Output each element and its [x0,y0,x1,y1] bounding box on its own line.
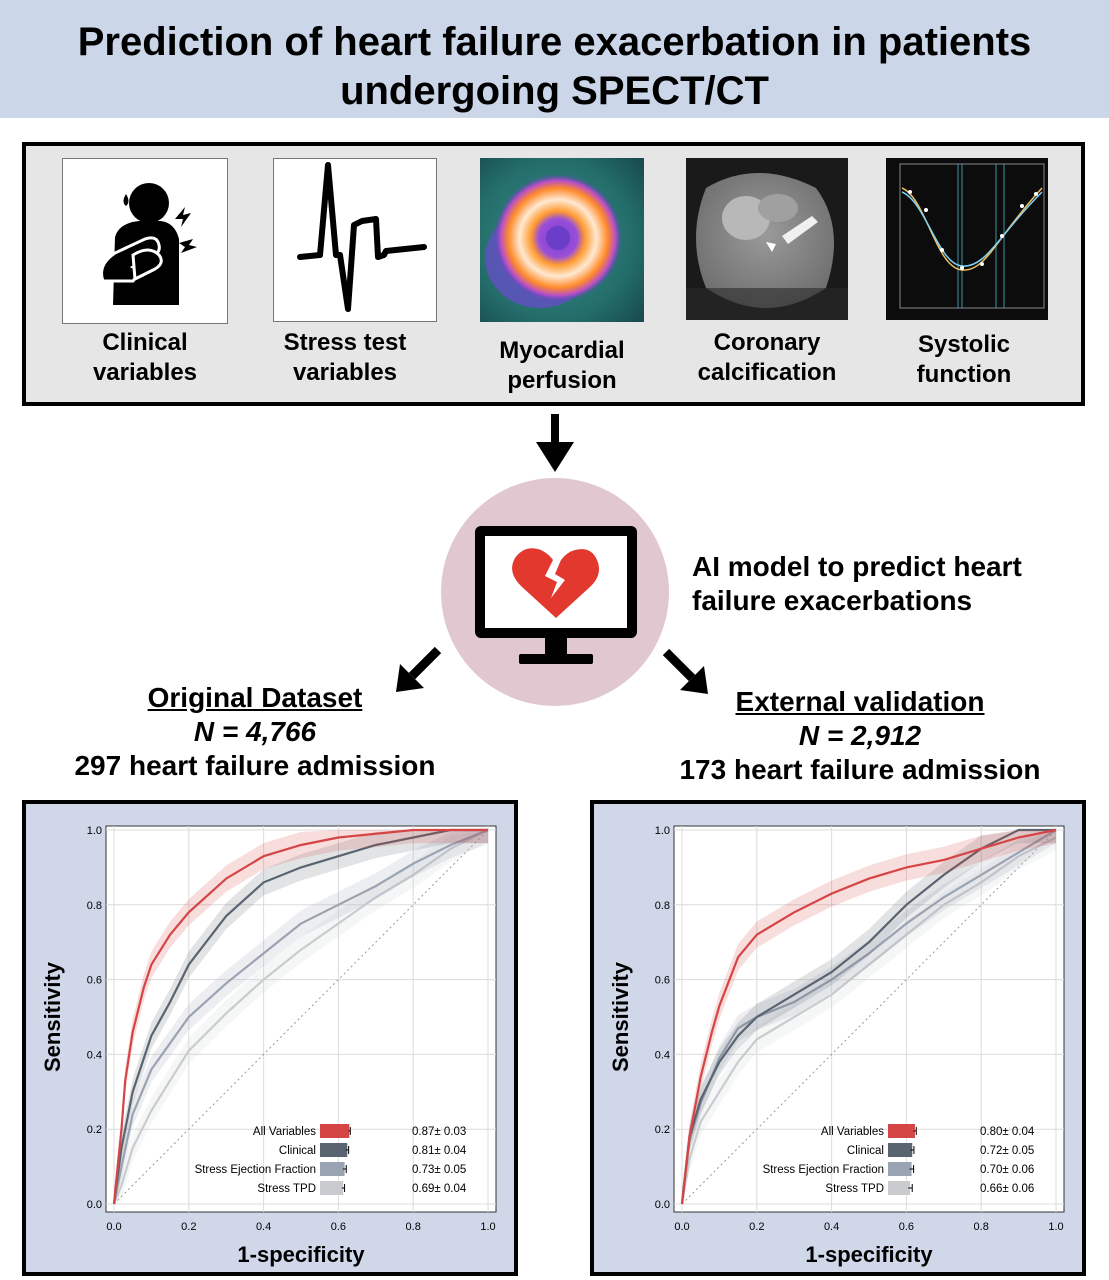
ai-model-circle [441,478,669,706]
x-tick-label: 0.6 [899,1221,914,1233]
auc-label-2: 0.70± 0.06 [980,1164,1034,1176]
tile-label-systolic: Systolic function [916,331,1012,388]
auc-label-1: 0.72± 0.05 [980,1145,1034,1157]
x-tick-label: 1.0 [1048,1221,1063,1233]
y-axis-label: Sensitivity [608,961,633,1072]
auc-bar-1 [888,1143,913,1157]
x-tick-label: 0.4 [256,1221,271,1233]
legend-name-2: Stress Ejection Fraction [763,1164,884,1176]
x-tick-label: 0.4 [824,1221,839,1233]
auc-bar-0 [888,1124,915,1138]
legend-name-3: Stress TPD [257,1183,316,1195]
roc-band-3 [682,830,1056,1204]
legend-name-0: All Variables [253,1126,316,1138]
ct-scan-image [686,158,848,320]
y-tick-label: 0.4 [87,1049,102,1061]
down-arrow-icon [536,414,574,472]
auc-label-0: 0.80± 0.04 [980,1126,1035,1138]
x-tick-label: 0.8 [974,1221,989,1233]
perfusion-polar-map-image [480,158,644,322]
legend-name-2: Stress Ejection Fraction [195,1164,316,1176]
x-tick-label: 0.2 [181,1221,196,1233]
tile-label-coronary: Coronary calcification [697,329,837,386]
x-axis-label: 1-specificity [237,1242,365,1267]
x-tick-label: 1.0 [480,1221,495,1233]
volume-curve-plot [886,158,1048,320]
title-line-1: Prediction of heart failure exacerbation… [77,20,1032,64]
x-tick-label: 0.2 [749,1221,764,1233]
roc-panel-original: 0.0 0.0 0.2 0.2 0.4 0.4 0.6 0.6 0.8 0.8 1.0 1.0 All … [22,800,518,1276]
auc-label-2: 0.73± 0.05 [412,1164,466,1176]
patient-chest-pain-icon [62,158,228,324]
y-axis-label: Sensitivity [40,961,65,1072]
input-variables-box: Clinical variables Stress test variables [22,142,1085,406]
x-tick-label: 0.0 [674,1221,689,1233]
roc-line-0 [680,828,1057,1205]
y-tick-label: 0.2 [655,1124,670,1136]
roc-line-3 [680,836,1057,1205]
legend-name-3: Stress TPD [825,1183,884,1195]
legend-name-1: Clinical [279,1145,316,1157]
y-tick-label: 1.0 [87,825,102,837]
roc-line-1 [680,828,1056,1205]
y-tick-label: 0.2 [87,1124,102,1136]
roc-chart-external: 0.0 0.0 0.2 0.2 0.4 0.4 0.6 0.6 0.8 0.8 1.0 1.0 All … [608,825,1065,1267]
ecg-waveform-icon [273,158,437,322]
y-tick-label: 0.6 [87,975,102,987]
title-band: Prediction of heart failure exacerbation… [0,0,1109,118]
auc-label-3: 0.69± 0.04 [412,1183,467,1195]
roc-chart-original: 0.0 0.0 0.2 0.2 0.4 0.4 0.6 0.6 0.8 0.8 1.0 1.0 All … [40,825,497,1267]
x-tick-label: 0.6 [331,1221,346,1233]
auc-label-1: 0.81± 0.04 [412,1145,467,1157]
ai-model-description: AI model to predict heart failure exacer… [692,551,1022,616]
external-validation-label: External validation N = 2,912 173 heart … [679,686,1041,785]
x-tick-label: 0.8 [406,1221,421,1233]
title-line-2: undergoing SPECT/CT [340,69,769,113]
auc-bar-3 [320,1181,344,1195]
y-tick-label: 0.8 [655,900,670,912]
page-title: Prediction of heart failure exacerbation… [0,0,1109,116]
chance-diagonal [681,829,1057,1205]
x-tick-label: 0.0 [106,1221,121,1233]
roc-line-2 [112,828,489,1205]
y-tick-label: 0.8 [87,900,102,912]
roc-panel-external: 0.0 0.0 0.2 0.2 0.4 0.4 0.6 0.6 0.8 0.8 1.0 1.0 All … [590,800,1086,1276]
original-dataset-label: Original Dataset N = 4,766 297 heart fai… [74,682,436,781]
auc-bar-1 [320,1143,348,1157]
auc-bar-2 [320,1162,345,1176]
tile-label-perfusion: Myocardial perfusion [499,337,625,394]
y-tick-label: 0.0 [655,1199,670,1211]
auc-bar-3 [888,1181,911,1195]
x-axis-label: 1-specificity [805,1242,933,1267]
tile-label-clinical: Clinical variables [92,329,198,386]
auc-label-3: 0.66± 0.06 [980,1183,1034,1195]
legend-name-0: All Variables [821,1126,884,1138]
auc-bar-2 [888,1162,912,1176]
auc-label-0: 0.87± 0.03 [412,1126,466,1138]
arrow-down-right-icon [662,648,708,694]
roc-line-0 [112,828,488,1205]
roc-line-1 [112,828,488,1205]
y-tick-label: 0.4 [655,1049,670,1061]
auc-bar-0 [320,1124,350,1138]
tile-label-stress-test: Stress test variables [283,329,407,386]
y-tick-label: 0.0 [87,1199,102,1211]
y-tick-label: 0.6 [655,975,670,987]
monitor-broken-heart-icon [475,526,637,664]
legend-name-1: Clinical [847,1145,884,1157]
arrow-down-left-icon [396,646,442,692]
chance-diagonal [113,829,489,1205]
y-tick-label: 1.0 [655,825,670,837]
roc-line-3 [112,829,489,1205]
